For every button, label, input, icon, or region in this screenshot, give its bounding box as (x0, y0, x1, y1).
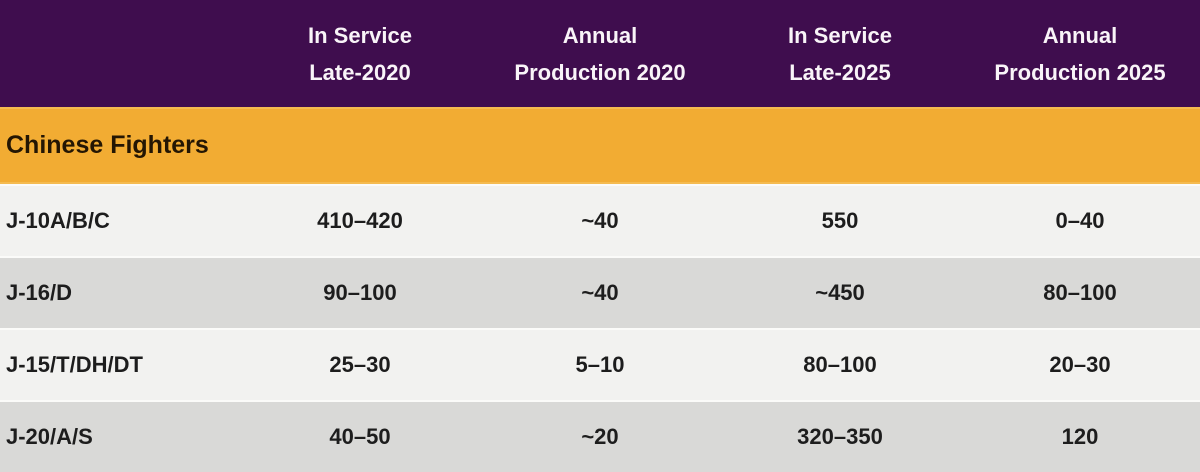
cell-value: 40–50 (329, 424, 391, 449)
table-row: J-16/D 90–100 ~40 ~450 80–100 (0, 256, 1200, 328)
cell-value: 80–100 (803, 352, 877, 377)
table-header-row: In Service Late-2020 Annual Production 2… (0, 0, 1200, 107)
cell-value: 20–30 (1049, 352, 1111, 377)
column-header-line: Production 2020 (514, 59, 686, 85)
row-label: J-10A/B/C (6, 208, 110, 233)
column-header-annual-production-2025: Annual Production 2025 (960, 17, 1200, 91)
cell-value: 320–350 (797, 424, 883, 449)
cell-value: 550 (821, 208, 859, 233)
column-header-line: Annual (1042, 22, 1118, 48)
column-header-line: Late-2020 (309, 59, 411, 85)
column-header-annual-production-2020: Annual Production 2020 (480, 17, 720, 91)
cell-value: ~450 (815, 280, 865, 305)
cell-value: 0–40 (1055, 208, 1105, 233)
cell-value: 80–100 (1043, 280, 1117, 305)
column-header-line: In Service (788, 22, 892, 48)
cell-value: 410–420 (317, 208, 403, 233)
cell-value: ~20 (581, 424, 619, 449)
column-header-line: In Service (308, 22, 412, 48)
cell-value: 25–30 (329, 352, 391, 377)
section-title: Chinese Fighters (6, 131, 209, 159)
cell-value: ~40 (581, 208, 619, 233)
cell-value: ~40 (581, 280, 619, 305)
cell-value: 5–10 (575, 352, 625, 377)
column-header-line: Annual (562, 22, 638, 48)
row-label: J-20/A/S (6, 424, 93, 449)
table-row: J-10A/B/C 410–420 ~40 550 0–40 (0, 184, 1200, 256)
column-header-line: Production 2025 (994, 59, 1166, 85)
table-row: J-20/A/S 40–50 ~20 320–350 120 (0, 400, 1200, 472)
section-header-chinese-fighters: Chinese Fighters (0, 107, 1200, 184)
column-header-in-service-2020: In Service Late-2020 (240, 17, 480, 91)
column-header-line: Late-2025 (789, 59, 891, 85)
column-header-in-service-2025: In Service Late-2025 (720, 17, 960, 91)
row-label: J-16/D (6, 280, 73, 305)
cell-value: 90–100 (323, 280, 397, 305)
cell-value: 120 (1061, 424, 1099, 449)
row-label: J-15/T/DH/DT (6, 352, 143, 377)
table-row: J-15/T/DH/DT 25–30 5–10 80–100 20–30 (0, 328, 1200, 400)
